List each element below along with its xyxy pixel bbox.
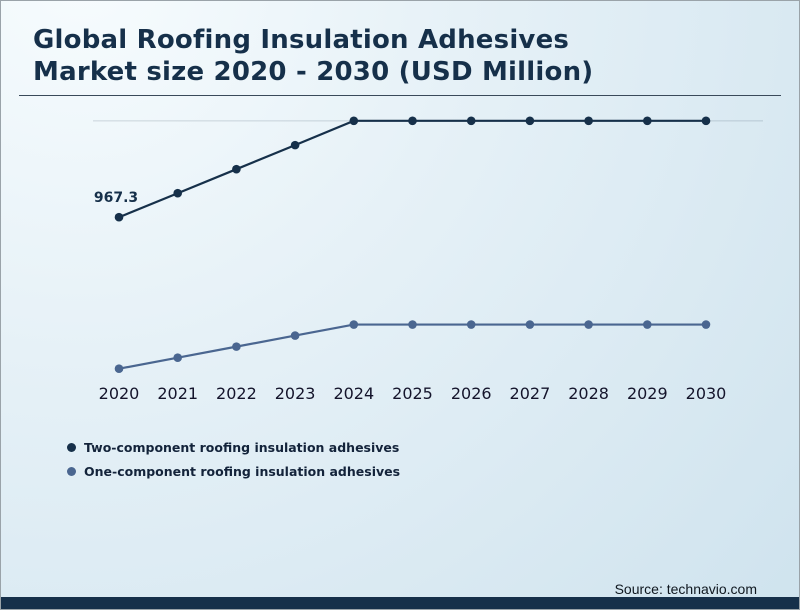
svg-text:967.3: 967.3 [94, 190, 138, 206]
page-title-line2: Market size 2020 - 2030 (USD Million) [33, 56, 594, 87]
chart-legend: Two-component roofing insulation adhesiv… [67, 435, 400, 483]
line-chart: 2020 2021 2022 2023 2024 2025 2026 2027 2028 2029… [93, 116, 763, 403]
title-divider [19, 95, 781, 96]
svg-text:2026: 2026 [451, 384, 492, 403]
svg-text:2030: 2030 [686, 384, 727, 403]
legend-label: Two-component roofing insulation adhesiv… [84, 439, 400, 455]
legend-item-one-component: One-component roofing insulation adhesiv… [67, 459, 400, 483]
legend-bullet-icon [67, 442, 76, 452]
legend-item-two-component: Two-component roofing insulation adhesiv… [67, 435, 400, 459]
svg-text:2025: 2025 [392, 384, 433, 403]
footer-bar [1, 597, 799, 609]
svg-text:2024: 2024 [333, 384, 374, 403]
page-title: Global Roofing Insulation Adhesives Mark… [33, 25, 593, 88]
svg-text:2028: 2028 [568, 384, 609, 403]
page-title-line1: Global Roofing Insulation Adhesives [33, 25, 570, 55]
legend-bullet-icon [67, 466, 76, 476]
source-attribution: Source: technavio.com [614, 581, 757, 597]
svg-text:2027: 2027 [510, 384, 551, 403]
svg-text:2022: 2022 [216, 384, 257, 403]
legend-label: One-component roofing insulation adhesiv… [84, 463, 401, 479]
svg-text:2023: 2023 [275, 384, 316, 403]
svg-text:2020: 2020 [99, 384, 140, 403]
svg-text:2021: 2021 [157, 384, 198, 403]
svg-text:2029: 2029 [627, 384, 668, 403]
